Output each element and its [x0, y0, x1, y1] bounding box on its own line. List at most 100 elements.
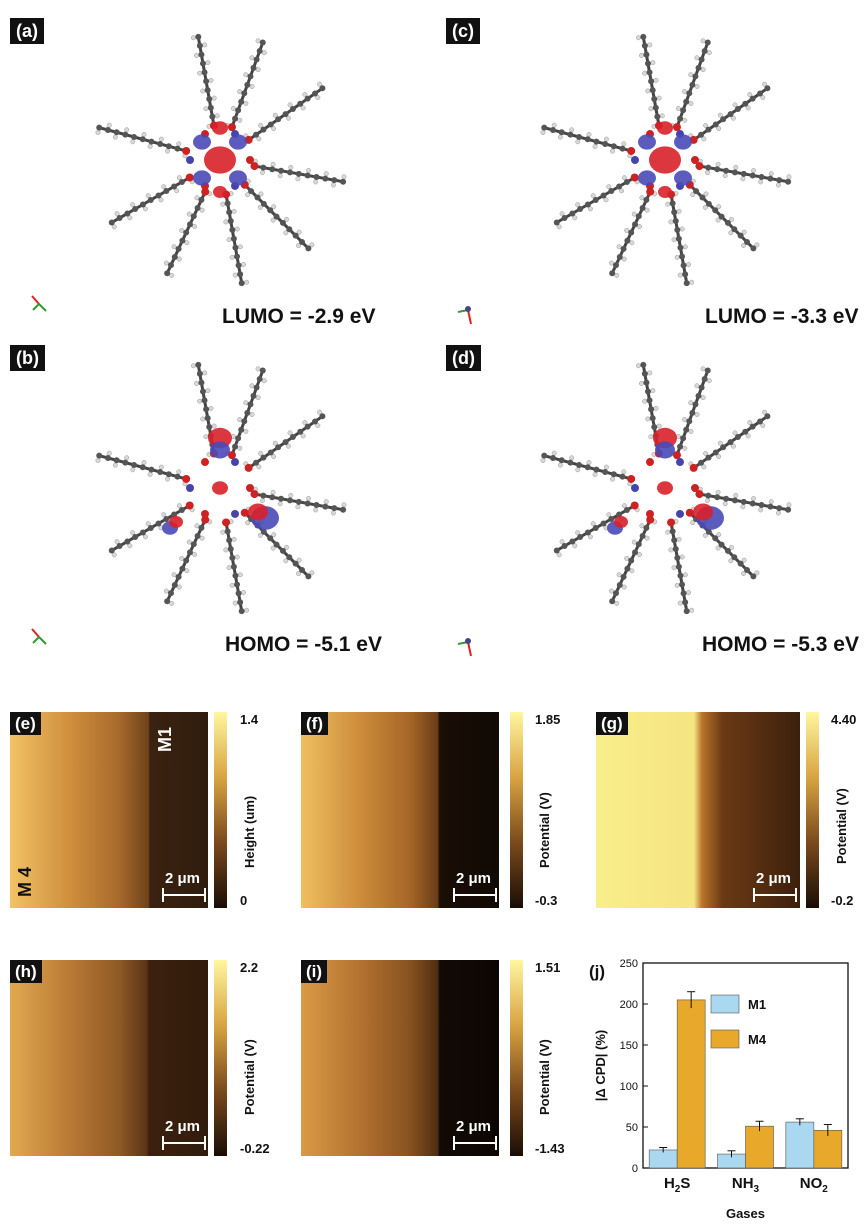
carbon-atom: [292, 560, 299, 567]
carbon-atom: [147, 525, 154, 531]
hydrogen-atom: [190, 363, 196, 369]
hydrogen-atom: [256, 464, 262, 470]
carbon-atom: [198, 196, 205, 203]
carbon-atom: [616, 253, 623, 260]
carbon-atom: [139, 136, 146, 143]
carbon-atom: [165, 471, 172, 478]
carbon-atom: [651, 423, 658, 430]
hydrogen-atom: [147, 472, 153, 477]
orbital-lobe: [653, 427, 677, 449]
carbon-atom: [331, 505, 338, 512]
carbon-atom: [718, 541, 725, 548]
hydrogen-atom: [270, 161, 276, 167]
carbon-atom: [232, 244, 239, 251]
carbon-atom: [157, 468, 164, 475]
carbon-atom: [132, 206, 139, 212]
carbon-atom: [178, 507, 185, 513]
oxygen-atom: [627, 146, 636, 155]
hydrogen-atom: [234, 554, 240, 560]
carbon-atom: [593, 138, 600, 145]
hydrogen-atom: [682, 117, 688, 123]
carbon-atom: [232, 115, 239, 122]
carbon-atom: [174, 473, 181, 480]
carbon-atom: [113, 457, 120, 464]
oxygen-atom: [672, 451, 681, 460]
hydrogen-atom: [296, 571, 301, 577]
axis-triad-icon: [31, 628, 47, 645]
carbon-atom: [731, 226, 738, 233]
hydrogen-atom: [237, 572, 243, 578]
carbon-atom: [737, 232, 744, 239]
hydrogen-atom: [751, 168, 756, 173]
x-tick-label: NH3: [732, 1175, 760, 1195]
hydrogen-atom: [610, 148, 615, 154]
hydrogen-atom: [715, 545, 721, 551]
hydrogen-atom: [112, 462, 118, 468]
y-tick-label: 50: [626, 1122, 638, 1134]
hydrogen-atom: [729, 216, 734, 222]
carbon-atom: [319, 85, 326, 92]
axis-triad-icon: [457, 306, 472, 325]
carbon-atom: [608, 516, 615, 522]
carbon-atom: [623, 507, 630, 513]
carbon-atom: [669, 528, 676, 535]
hydrogen-atom: [277, 501, 283, 507]
hydrogen-atom: [656, 423, 662, 429]
oxygen-atom: [627, 474, 636, 483]
carbon-atom: [620, 245, 627, 252]
carbon-atom: [767, 503, 774, 510]
hydrogen-atom: [716, 126, 722, 131]
hydrogen-atom: [603, 197, 609, 203]
orbital-lobe: [674, 134, 692, 150]
hydrogen-atom: [256, 136, 262, 142]
carbon-atom: [561, 543, 568, 549]
carbon-atom: [122, 459, 129, 466]
hydrogen-atom: [690, 192, 696, 198]
carbon-atom: [96, 124, 103, 131]
hydrogen-atom: [112, 134, 118, 140]
carbon-atom: [648, 78, 655, 85]
carbon-atom: [237, 271, 244, 278]
hydrogen-atom: [176, 256, 182, 262]
carbon-atom: [198, 51, 205, 58]
panel-label-f: (f): [301, 712, 328, 735]
hydrogen-atom: [679, 226, 685, 232]
carbon-atom: [698, 56, 705, 63]
carbon-atom: [757, 90, 764, 97]
carbon-atom: [584, 529, 591, 536]
hydrogen-atom: [747, 92, 753, 97]
carbon-atom: [238, 98, 245, 105]
orbital-lobe: [649, 146, 681, 174]
hydrogen-atom: [95, 130, 101, 135]
carbon-atom: [224, 528, 231, 535]
orbital-lobe: [229, 134, 247, 150]
oxygen-atom: [695, 162, 704, 171]
carbon-atom: [267, 121, 274, 128]
core-atom: [201, 458, 209, 467]
hydrogen-atom: [648, 434, 654, 440]
carbon-atom: [163, 188, 170, 194]
carbon-atom: [304, 423, 311, 430]
carbon-atom: [679, 581, 686, 588]
hydrogen-atom: [668, 219, 674, 225]
bar-m4: [745, 1125, 774, 1169]
carbon-atom: [204, 87, 211, 94]
hydrogen-atom: [255, 366, 261, 372]
carbon-atom: [610, 471, 617, 478]
carbon-atom: [194, 205, 201, 212]
oxygen-atom: [667, 518, 676, 527]
carbon-atom: [639, 205, 646, 212]
kpfm-map-f: (f) 2 μm: [301, 712, 499, 908]
oxygen-atom: [646, 515, 655, 524]
hydrogen-atom: [665, 529, 671, 535]
hydrogen-atom: [689, 279, 695, 285]
hydrogen-atom: [270, 217, 276, 223]
molecule-lumo-c: [540, 33, 792, 287]
carbon-atom: [619, 145, 626, 152]
oxygen-atom: [227, 123, 236, 132]
hydrogen-atom: [653, 405, 659, 411]
legend-label-m1: M1: [748, 997, 766, 1012]
bar-m4: [813, 1129, 843, 1169]
hydrogen-atom: [258, 123, 263, 128]
scale-bar-label: 2 μm: [756, 870, 792, 887]
